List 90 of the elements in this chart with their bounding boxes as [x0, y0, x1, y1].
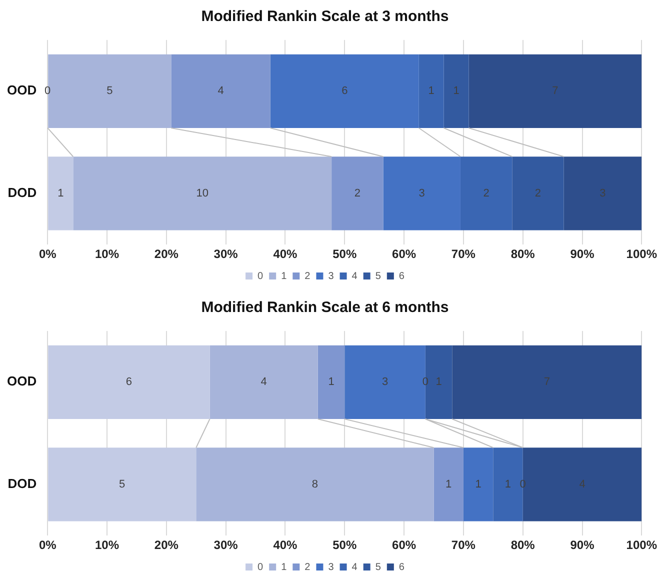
x-tick-label: 70% [451, 247, 476, 262]
bar [270, 54, 419, 128]
legend-label: 3 [328, 562, 334, 573]
bar [48, 345, 210, 419]
x-tick-label: 20% [154, 538, 179, 552]
bar [564, 156, 642, 230]
bar [171, 54, 270, 128]
annotation: 1 [328, 376, 334, 388]
legend-label: 5 [375, 562, 382, 573]
chart-title: Modified Rankin Scale at 3 months [201, 8, 449, 26]
x-tick-label: 90% [570, 538, 595, 552]
annotation: 2 [534, 187, 542, 200]
x-tick-label: 50% [332, 247, 357, 262]
legend-label: 6 [398, 562, 405, 573]
legend-label: 1 [281, 562, 288, 573]
x-tick-label: 40% [273, 538, 298, 552]
annotation: 10 [196, 187, 208, 200]
legend-label: 6 [398, 270, 405, 282]
bar [48, 156, 74, 230]
annotation: 1 [428, 85, 434, 98]
bar [210, 345, 318, 419]
annotation: 7 [544, 376, 550, 388]
bar [48, 448, 196, 522]
x-tick-label: 90% [570, 247, 595, 262]
x-tick-label: 0% [38, 247, 57, 262]
annotation: 1 [58, 187, 64, 200]
annotation: 4 [579, 478, 586, 490]
legend-label: 0 [258, 270, 264, 282]
annotation: 1 [453, 85, 460, 98]
x-tick-label: 10% [95, 538, 120, 552]
annotation: 5 [106, 85, 113, 98]
y-tick-label: DOD [8, 476, 37, 492]
annotation: 0 [520, 478, 526, 490]
legend-label: 1 [281, 270, 288, 282]
annotation: 6 [342, 85, 348, 98]
annotation: 2 [354, 187, 360, 200]
x-tick-label: 100% [626, 538, 658, 552]
legend-label: 4 [352, 270, 358, 282]
annotation: 3 [600, 187, 606, 200]
annotation: 7 [552, 85, 558, 98]
legend-label: 2 [304, 562, 311, 573]
annotation: 6 [126, 376, 132, 388]
legend-label: 2 [304, 270, 311, 282]
legend-label: 3 [328, 270, 334, 282]
y-tick-label: DOD [8, 185, 37, 200]
bar [318, 345, 345, 419]
x-tick-label: 60% [392, 538, 416, 552]
annotation: 1 [475, 478, 482, 490]
annotation: 1 [504, 478, 512, 490]
bar [383, 156, 460, 230]
annotation: 8 [312, 478, 318, 490]
bar [452, 345, 642, 419]
x-tick-label: 20% [154, 247, 179, 262]
x-tick-label: 40% [273, 247, 298, 262]
bar [196, 448, 434, 522]
bar [468, 54, 642, 128]
chart-title: Modified Rankin Scale at 6 months [201, 299, 449, 316]
bar [73, 156, 332, 230]
bar [332, 156, 384, 230]
bar [434, 448, 464, 522]
bar [418, 54, 444, 128]
x-tick-label: 80% [510, 538, 536, 552]
y-tick-label: OOD [6, 374, 37, 389]
legend-label: 0 [258, 562, 264, 573]
annotation: 0 [44, 85, 51, 98]
x-tick-label: 80% [510, 247, 536, 262]
annotation: 4 [260, 376, 267, 388]
x-tick-label: 10% [95, 247, 120, 262]
legend-label: 4 [352, 562, 358, 573]
x-tick-label: 100% [626, 247, 658, 262]
annotation: 1 [436, 376, 442, 388]
x-tick-label: 70% [451, 538, 476, 552]
annotation: 2 [483, 187, 490, 200]
bar [460, 156, 512, 230]
x-tick-label: 30% [214, 538, 238, 552]
legend-label: 5 [375, 270, 382, 282]
y-tick-label: OOD [6, 82, 37, 98]
bar [444, 54, 469, 128]
bar [512, 156, 564, 230]
x-tick-label: 0% [38, 538, 57, 552]
x-tick-label: 50% [332, 538, 357, 552]
annotation: 4 [218, 85, 224, 98]
x-tick-label: 60% [392, 247, 416, 262]
annotation: 3 [382, 376, 388, 388]
annotation: 5 [119, 478, 126, 490]
x-tick-label: 30% [214, 247, 238, 262]
annotation: 3 [418, 187, 425, 200]
annotation: 1 [446, 478, 452, 490]
annotation: 0 [422, 376, 428, 388]
bar [463, 448, 494, 522]
